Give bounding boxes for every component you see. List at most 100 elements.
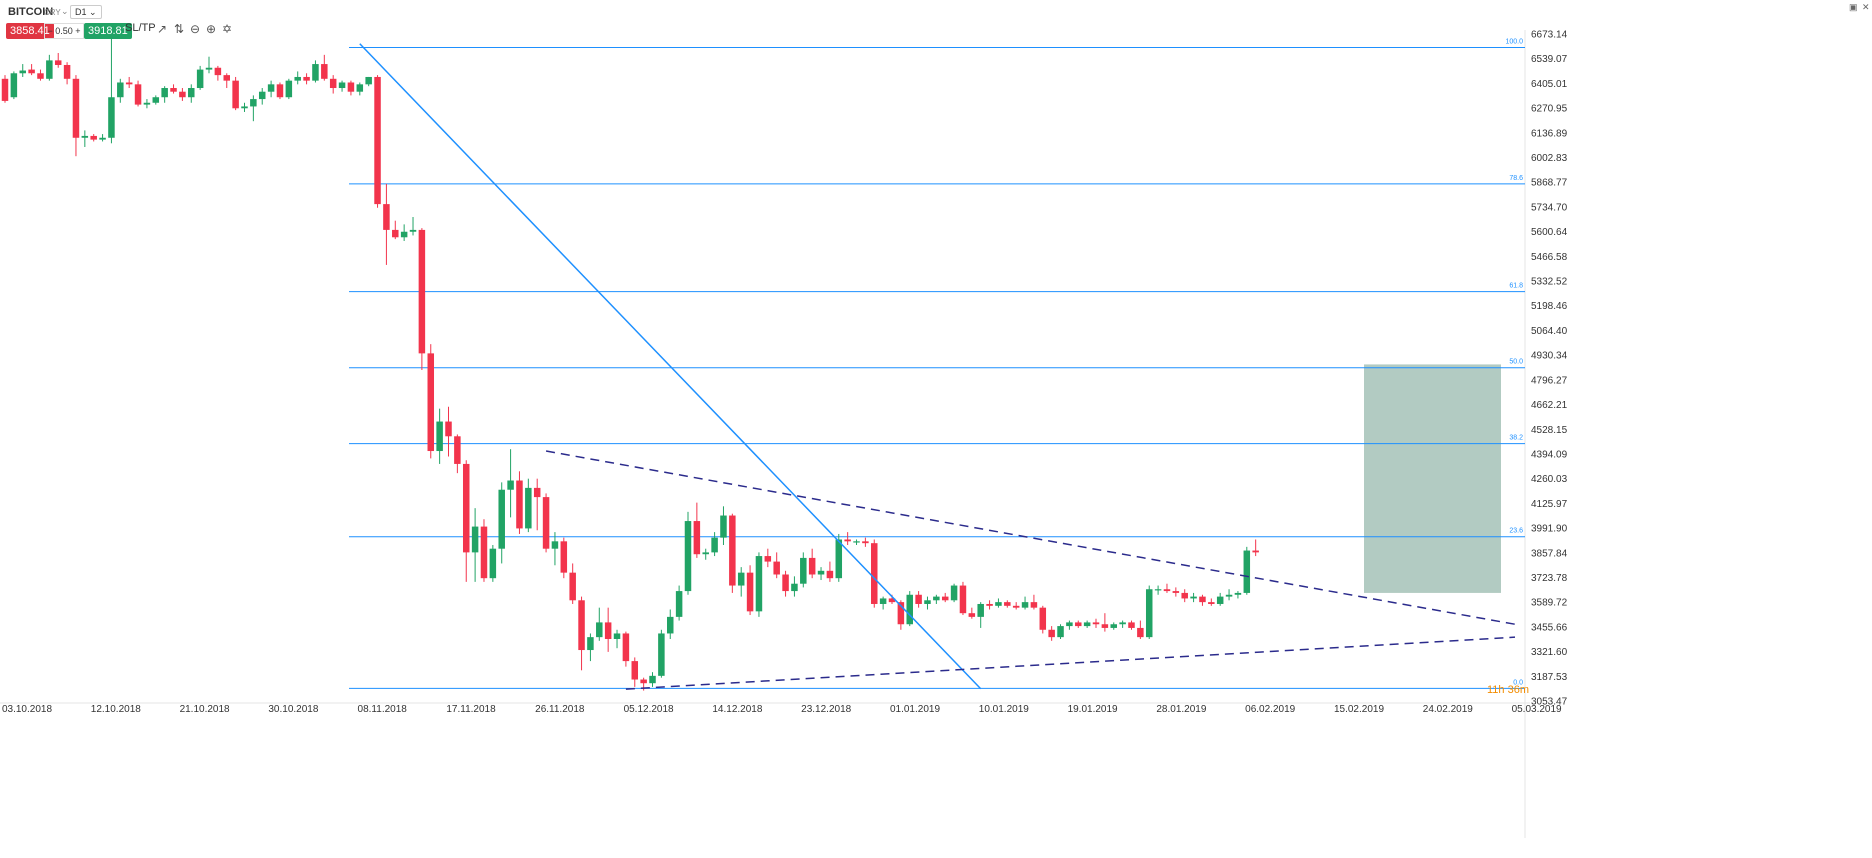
candle-body [72, 78, 80, 138]
fib-level-label: 50.0 [1509, 359, 1523, 366]
y-tick-label: 4260.03 [1531, 474, 1568, 485]
sltp-button[interactable]: SL/TP [125, 22, 156, 34]
candle-body [28, 69, 35, 74]
candle-body [1039, 607, 1047, 630]
close-icon[interactable]: ✕ [1862, 2, 1870, 12]
y-tick-label: 3857.84 [1531, 548, 1568, 559]
candle-body [720, 515, 727, 538]
candle-body [471, 526, 479, 553]
candle-body [1066, 622, 1073, 627]
fib-level-label: 61.8 [1509, 283, 1523, 290]
candle-body [1145, 589, 1153, 638]
candle-body [1252, 550, 1259, 553]
crosshair-icon[interactable]: ✡ [221, 22, 233, 36]
candle-body [1083, 622, 1091, 627]
candle-body [755, 556, 763, 612]
candle-body [764, 556, 772, 562]
x-tick-label: 03.10.2018 [2, 704, 52, 715]
symbol-name[interactable]: BITCOIN [8, 6, 54, 18]
candle-body [844, 539, 851, 542]
candle-body [232, 80, 239, 109]
candle-body [1004, 602, 1011, 606]
candle-body [400, 231, 408, 238]
candle-body [143, 102, 151, 105]
candle-body [285, 80, 293, 98]
candle-body [569, 572, 576, 601]
candle-body [897, 602, 905, 625]
candle-body [711, 537, 718, 553]
candle-body [1243, 550, 1251, 593]
y-tick-label: 3455.66 [1531, 622, 1568, 633]
y-tick-label: 6539.07 [1531, 54, 1568, 65]
y-tick-label: 3723.78 [1531, 573, 1568, 584]
candle-body [329, 78, 337, 89]
symbol-category: CRY [44, 8, 61, 17]
x-tick-label: 30.10.2018 [268, 704, 318, 715]
candle-body [702, 552, 709, 555]
candle-body [995, 602, 1002, 606]
target-zone [1364, 364, 1501, 593]
x-tick-label: 08.11.2018 [358, 704, 408, 715]
candle-body [1021, 602, 1029, 608]
x-tick-label: 05.03.2019 [1512, 704, 1562, 715]
timeframe-select[interactable]: D1 ⌄ [70, 5, 102, 19]
candle-body [356, 84, 364, 92]
symbol-dropdown-icon[interactable]: ⌄ [61, 6, 69, 16]
y-tick-label: 5064.40 [1531, 326, 1568, 337]
candle-body [338, 82, 346, 89]
candle-body [950, 585, 958, 601]
candle-body [1199, 596, 1206, 603]
candle-body [746, 572, 754, 612]
y-tick-label: 6002.83 [1531, 153, 1568, 164]
candle-body [693, 521, 701, 555]
candle-body [152, 97, 160, 103]
y-tick-label: 5198.46 [1531, 301, 1568, 312]
zoom-in-icon[interactable]: ⊕ [205, 22, 217, 36]
candle-body [658, 633, 665, 676]
candle-body [241, 106, 248, 109]
candle-body [826, 570, 834, 579]
sell-price-button[interactable]: 3858.41 [6, 23, 54, 39]
candle-body [223, 75, 230, 81]
candle-body [1092, 622, 1100, 625]
x-tick-label: 10.01.2019 [979, 704, 1029, 715]
buy-price-button[interactable]: 3918.81 [84, 23, 132, 39]
candles-icon[interactable]: ⇅ [173, 22, 185, 36]
candle-body [1048, 629, 1055, 638]
candle-body [525, 487, 532, 529]
candle-body [1119, 622, 1126, 625]
candle-body [258, 91, 266, 100]
candle-body [1075, 622, 1082, 627]
zoom-out-icon[interactable]: ⊖ [189, 22, 201, 36]
candle-body [90, 135, 97, 140]
minimize-icon[interactable]: ▣ [1849, 2, 1858, 12]
x-tick-label: 15.02.2019 [1334, 704, 1384, 715]
candle-body [1190, 596, 1197, 599]
line-chart-icon[interactable]: ↗ [156, 22, 168, 36]
y-tick-label: 4930.34 [1531, 351, 1568, 362]
y-tick-label: 5734.70 [1531, 202, 1568, 213]
candle-body [871, 543, 878, 604]
y-tick-label: 6136.89 [1531, 128, 1568, 139]
candle-body [906, 594, 913, 625]
y-tick-label: 6405.01 [1531, 79, 1568, 90]
candle-body [800, 557, 807, 584]
candle-body [1137, 627, 1144, 638]
y-tick-label: 5600.64 [1531, 227, 1568, 238]
candle-body [817, 570, 825, 575]
candle-body [737, 572, 745, 586]
x-tick-label: 23.12.2018 [801, 704, 851, 715]
candle-body [445, 421, 452, 437]
candle-body [125, 82, 133, 85]
candle-body [214, 67, 222, 76]
y-tick-label: 6270.95 [1531, 104, 1568, 115]
candle-countdown: 11h 36m [1487, 684, 1529, 696]
candle-body [418, 229, 426, 354]
candle-body [604, 622, 612, 639]
lot-input[interactable]: − 0.50 + [44, 23, 84, 39]
candle-body [1, 78, 9, 101]
y-tick-label: 3991.90 [1531, 524, 1568, 535]
candle-body [879, 598, 887, 604]
candle-body [409, 229, 417, 232]
